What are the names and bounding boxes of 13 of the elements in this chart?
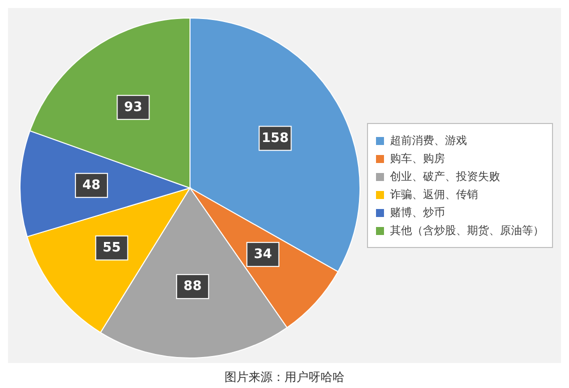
data-label: 48 (82, 178, 100, 193)
legend-label: 超前消费、游戏 (389, 133, 468, 148)
legend-label: 诈骗、返佣、传销 (389, 187, 479, 202)
data-label: 34 (254, 246, 272, 262)
data-label: 158 (262, 130, 289, 146)
legend-label: 其他（含炒股、期货、原油等） (389, 223, 544, 238)
data-label: 88 (184, 279, 202, 294)
data-label: 93 (124, 100, 142, 115)
legend-label: 创业、破产、投资失败 (389, 169, 501, 184)
text: 图片来源：用户呀哈哈 (224, 369, 346, 385)
legend-label: 赌博、炒币 (389, 205, 446, 220)
legend-label: 购车、购房 (389, 151, 446, 166)
data-label: 55 (102, 240, 121, 256)
